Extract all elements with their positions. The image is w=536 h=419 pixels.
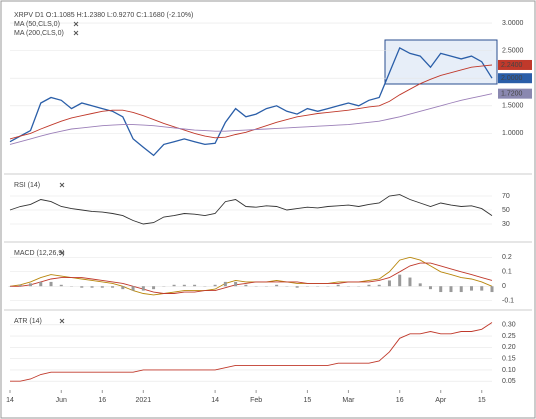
histogram-bar: [449, 286, 453, 293]
y-tick-label: 0: [502, 283, 506, 290]
y-tick-label: 1.5000: [502, 103, 524, 110]
price-tag-label: 2.0000: [501, 75, 523, 82]
series-line: [10, 322, 493, 382]
histogram-bar: [100, 286, 104, 288]
histogram-bar: [182, 284, 186, 287]
price-tag: [498, 59, 532, 70]
x-tick-label: Feb: [250, 397, 262, 404]
legend-label: MA (200,CLS,0): [14, 30, 64, 37]
histogram-bar: [398, 274, 402, 287]
histogram-bar: [428, 286, 432, 290]
histogram-bar: [377, 284, 381, 287]
histogram-bar: [223, 281, 227, 287]
series-line: [9, 64, 493, 140]
histogram-bar: [408, 277, 412, 287]
panel-title: XRPV D1 O:1.1085 H:1.2380 L:0.9270 C:1.1…: [14, 12, 193, 19]
x-tick-label: Apr: [435, 397, 447, 404]
y-tick-label: 2.5000: [502, 47, 524, 54]
close-icon: [73, 21, 79, 27]
histogram-bar: [295, 286, 299, 288]
histogram-bar: [336, 284, 340, 287]
panel-title: RSI (14): [14, 182, 40, 189]
y-tick-label: 0.25: [502, 333, 516, 340]
y-tick-label: 70: [502, 193, 510, 200]
x-tick-label: 14: [211, 397, 219, 404]
histogram-bar: [121, 286, 125, 290]
panel-title: MACD (12,26,9): [14, 250, 65, 257]
histogram-bar: [234, 281, 238, 287]
price-tag-label: 2.2400: [501, 62, 523, 69]
histogram-bar: [80, 286, 84, 288]
histogram-bar: [459, 286, 463, 293]
histogram-bar: [141, 286, 145, 291]
histogram-bar: [418, 283, 422, 287]
histogram-bar: [39, 281, 43, 287]
histogram-bar: [367, 284, 371, 287]
price-tag: [498, 73, 532, 84]
histogram-bar: [244, 284, 248, 287]
y-tick-label: 0.1: [502, 269, 512, 276]
close-icon: [59, 250, 65, 256]
x-tick-label: 15: [478, 397, 486, 404]
histogram-bar: [480, 286, 484, 291]
y-tick-label: 1.0000: [502, 130, 524, 137]
y-tick-label: 0.30: [502, 322, 516, 329]
histogram-bar: [275, 284, 279, 287]
histogram-bar: [59, 284, 63, 287]
histogram-bar: [193, 284, 197, 287]
series-line: [9, 46, 493, 157]
histogram-bar: [439, 286, 443, 293]
y-tick-label: 50: [502, 207, 510, 214]
y-tick-label: 0.10: [502, 367, 516, 374]
histogram-bar: [131, 286, 135, 291]
series-line: [9, 93, 493, 145]
series-line: [9, 256, 493, 296]
x-tick-label: 15: [304, 397, 312, 404]
x-tick-label: 16: [98, 397, 106, 404]
x-tick-label: Mar: [342, 397, 355, 404]
x-tick-label: 2021: [136, 397, 152, 404]
histogram-bar: [111, 286, 115, 288]
y-tick-label: 0.15: [502, 355, 516, 362]
histogram-bar: [90, 286, 94, 288]
histogram-bar: [152, 286, 156, 290]
y-tick-label: 0.05: [502, 378, 516, 385]
x-tick-label: 14: [6, 397, 14, 404]
x-tick-label: Jun: [56, 397, 67, 404]
price-tag-label: 1.7200: [501, 90, 523, 97]
price-tag: [498, 88, 532, 99]
histogram-bar: [49, 281, 53, 287]
close-icon: [73, 30, 79, 36]
rectangle-annotation: [384, 39, 498, 85]
y-tick-label: 0.20: [502, 344, 516, 351]
histogram-bar: [490, 286, 494, 293]
y-tick-label: -0.1: [502, 298, 514, 305]
y-tick-label: 3.0000: [502, 20, 524, 27]
histogram-bar: [172, 284, 176, 287]
histogram-bar: [469, 286, 473, 291]
series-line: [9, 194, 493, 225]
histogram-bar: [387, 280, 391, 287]
y-tick-label: 30: [502, 221, 510, 228]
panel-title: ATR (14): [14, 318, 42, 325]
close-icon: [59, 182, 65, 188]
close-icon: [59, 318, 65, 324]
histogram-bar: [213, 284, 217, 287]
histogram-bar: [29, 283, 33, 287]
series-line: [10, 262, 493, 294]
legend-label: MA (50,CLS,0): [14, 21, 60, 28]
histogram-bar: [18, 284, 22, 287]
y-tick-label: 0.2: [502, 254, 512, 261]
x-tick-label: 16: [396, 397, 404, 404]
